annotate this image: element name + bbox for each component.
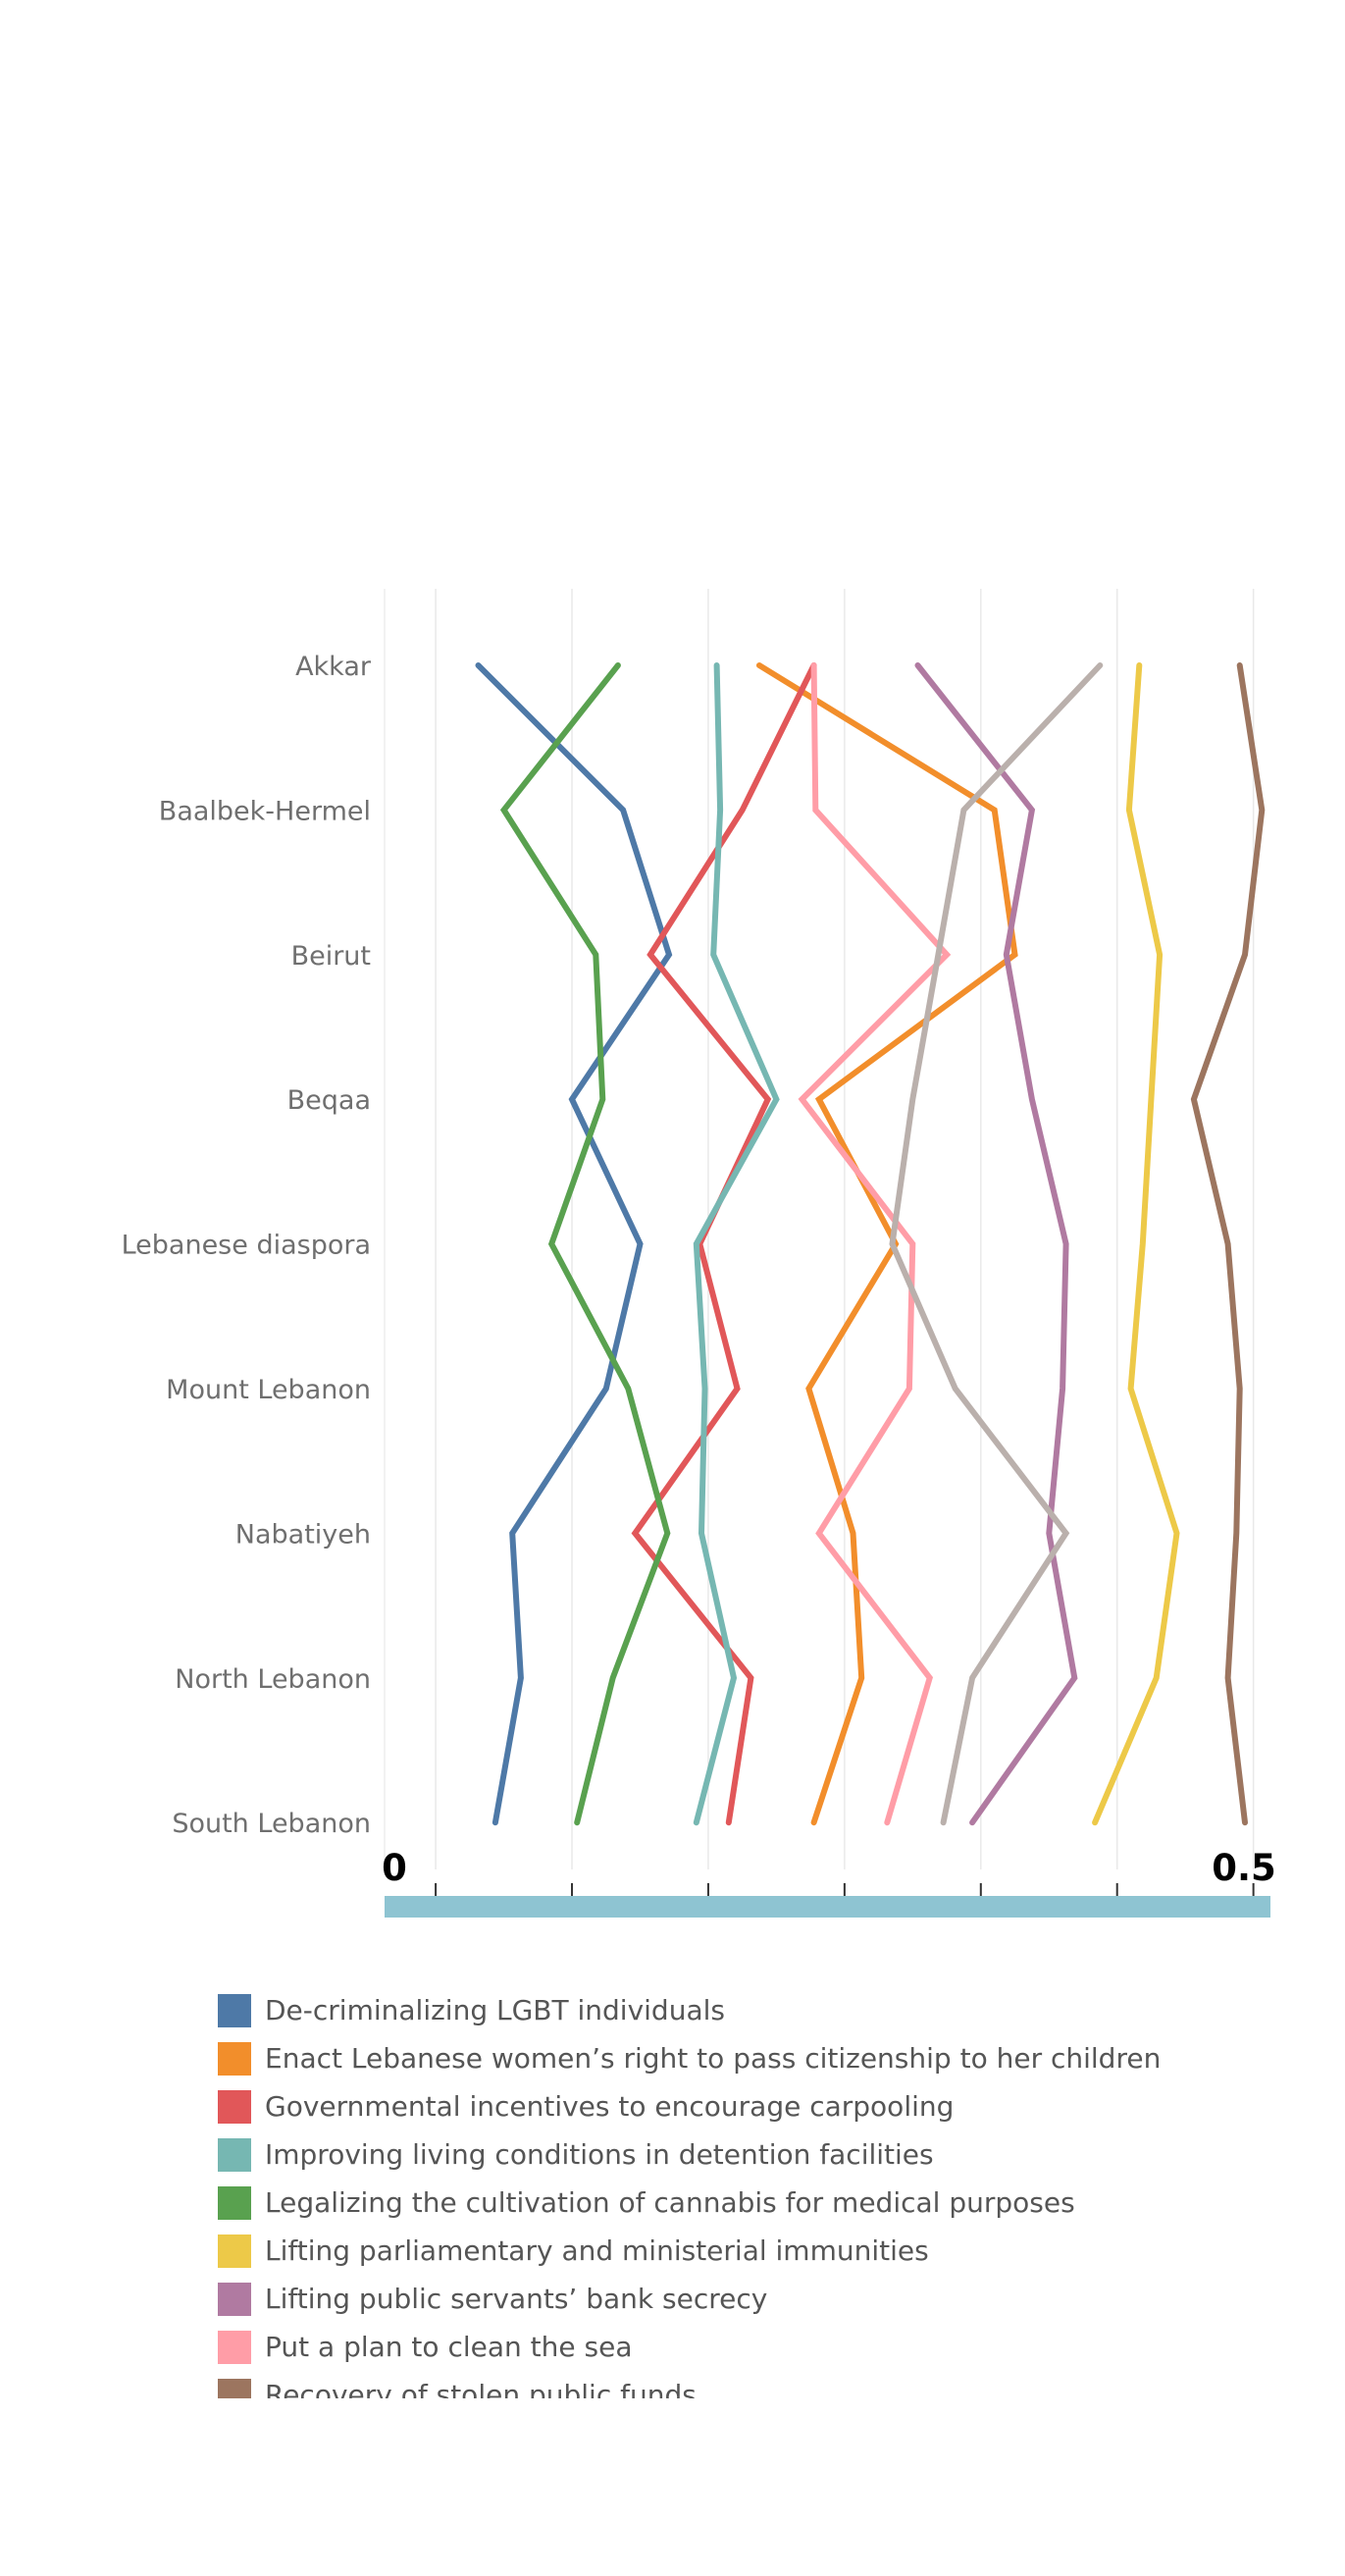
- series-line-1: [756, 662, 1018, 1826]
- legend-swatch: [218, 2185, 251, 2220]
- x-axis-ticks: [435, 1883, 1255, 1896]
- legend-label: De-criminalizing LGBT individuals: [265, 1994, 725, 2026]
- legend-swatch: [218, 2282, 251, 2316]
- legend-swatch: [218, 1993, 251, 2027]
- legend-item: Governmental incentives to encourage car…: [218, 2082, 1297, 2130]
- legend-label: Lifting parliamentary and ministerial im…: [265, 2234, 929, 2267]
- x-axis-band: [385, 1896, 1270, 1918]
- legend-label: Recovery of stolen public funds: [265, 2379, 697, 2398]
- series-line-3: [693, 662, 780, 1826]
- grid-lines: [384, 589, 1255, 1869]
- region-label: Baalbek-Hermel: [159, 796, 371, 826]
- region-label: Lebanese diaspora: [122, 1231, 371, 1261]
- legend-label: Enact Lebanese women’s right to pass cit…: [265, 2042, 1162, 2075]
- region-label: Nabatiyeh: [235, 1519, 371, 1550]
- legend-swatch: [218, 2330, 251, 2364]
- legend-item: Recovery of stolen public funds: [218, 2371, 1297, 2398]
- legend-item: Lifting public servants’ bank secrecy: [218, 2275, 1297, 2323]
- region-labels: Akkar Baalbek-Hermel Beirut Beqaa Lebanese d…: [122, 652, 372, 1839]
- legend-label: Legalizing the cultivation of cannabis f…: [265, 2186, 1075, 2219]
- legend: De-criminalizing LGBT individuals Enact L…: [218, 1986, 1297, 2398]
- legend-item: Legalizing the cultivation of cannabis f…: [218, 2179, 1297, 2227]
- legend-item: Put a plan to clean the sea: [218, 2323, 1297, 2371]
- legend-swatch: [218, 2041, 251, 2076]
- series-line-8: [1190, 662, 1266, 1826]
- series-line-6: [914, 662, 1078, 1826]
- series-line-0: [475, 662, 673, 1826]
- legend-swatch: [218, 2378, 251, 2398]
- legend-item: De-criminalizing LGBT individuals: [218, 1986, 1297, 2034]
- region-label: Beqaa: [287, 1085, 371, 1116]
- region-label: Beirut: [291, 941, 371, 972]
- legend-swatch: [218, 2234, 251, 2268]
- legend-item: Enact Lebanese women’s right to pass cit…: [218, 2034, 1297, 2082]
- region-label: South Lebanon: [172, 1809, 371, 1839]
- series-line-7: [798, 662, 952, 1826]
- series-line-4: [499, 662, 671, 1826]
- region-label: Mount Lebanon: [166, 1375, 371, 1405]
- legend-swatch: [218, 2137, 251, 2172]
- legend-swatch: [218, 2089, 251, 2124]
- region-label: North Lebanon: [175, 1664, 371, 1695]
- legend-label: Put a plan to clean the sea: [265, 2331, 633, 2363]
- legend-label: Lifting public servants’ bank secrecy: [265, 2283, 768, 2315]
- legend-item: Improving living conditions in detention…: [218, 2130, 1297, 2179]
- series-lines: [475, 662, 1266, 1826]
- series-line-2: [631, 662, 817, 1826]
- region-label: Akkar: [295, 652, 372, 682]
- x-tick-label-max: 0.5: [1212, 1847, 1276, 1889]
- legend-label: Governmental incentives to encourage car…: [265, 2090, 955, 2123]
- legend-item: Lifting parliamentary and ministerial im…: [218, 2227, 1297, 2275]
- x-tick-label-min: 0: [382, 1847, 407, 1889]
- series-line-9: [889, 662, 1104, 1826]
- series-line-5: [1092, 662, 1180, 1826]
- legend-label: Improving living conditions in detention…: [265, 2138, 934, 2171]
- x-axis: 0 0.5: [382, 1847, 1276, 1918]
